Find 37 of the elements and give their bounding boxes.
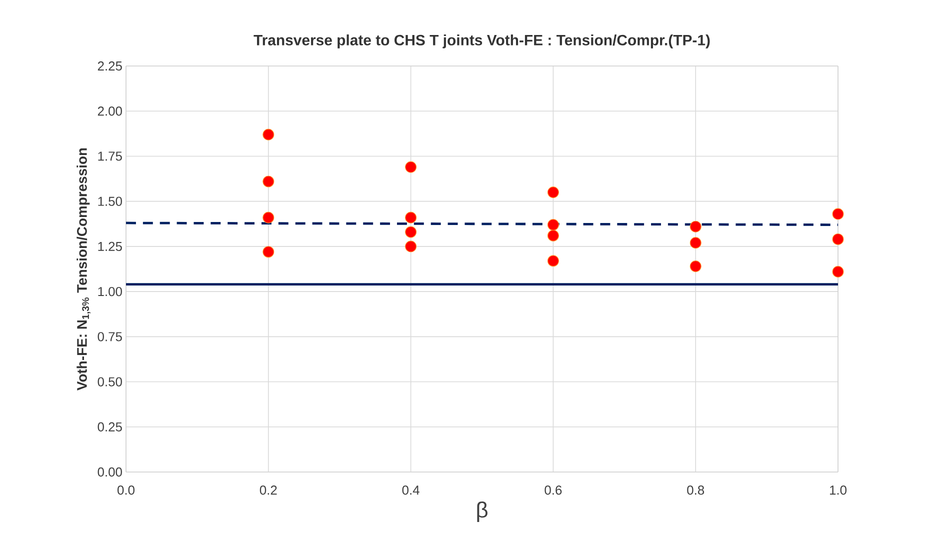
point: [690, 260, 702, 272]
point: [262, 246, 274, 258]
point: [547, 230, 559, 242]
x-tick-label: 0.4: [402, 486, 420, 495]
x-tick-label: 0.6: [544, 486, 562, 495]
y-tick-label: 1.00: [98, 286, 122, 296]
point: [547, 219, 559, 231]
point: [262, 212, 274, 224]
y-tick-label: 2.25: [98, 61, 122, 71]
chart-title: Transverse plate to CHS T joints Voth-FE : Tension/Compr.(TP-1): [254, 34, 710, 48]
y-tick-label: 0.75: [98, 332, 122, 342]
point: [262, 128, 274, 140]
x-tick-label: 0.8: [687, 486, 704, 495]
point: [405, 226, 417, 238]
point: [832, 233, 844, 246]
point: [405, 240, 417, 252]
y-tick-label: 2.00: [98, 106, 122, 116]
x-tick-label: 0.0: [118, 486, 135, 495]
y-tick-label: 0.00: [98, 467, 122, 477]
point: [262, 176, 274, 188]
point: [405, 212, 417, 224]
point: [832, 208, 844, 220]
y-tick-label: 1.75: [98, 152, 122, 161]
x-axis-title: β: [477, 502, 488, 522]
point: [832, 266, 844, 278]
y-axis-title: Voth-FE: N$_{1,3%}$ Tension/Compression: [76, 148, 90, 390]
point: [690, 237, 702, 249]
point: [405, 161, 417, 173]
point: [547, 255, 559, 267]
x-tick-label: 0.2: [260, 486, 277, 495]
x-tick-label: 1.0: [830, 486, 847, 495]
y-tick-label: 0.25: [98, 422, 122, 432]
y-tick-label: 1.25: [98, 242, 122, 252]
point: [547, 186, 559, 198]
point: [690, 220, 702, 232]
y-tick-label: 1.50: [98, 196, 122, 206]
y-tick-label: 0.50: [98, 377, 122, 386]
